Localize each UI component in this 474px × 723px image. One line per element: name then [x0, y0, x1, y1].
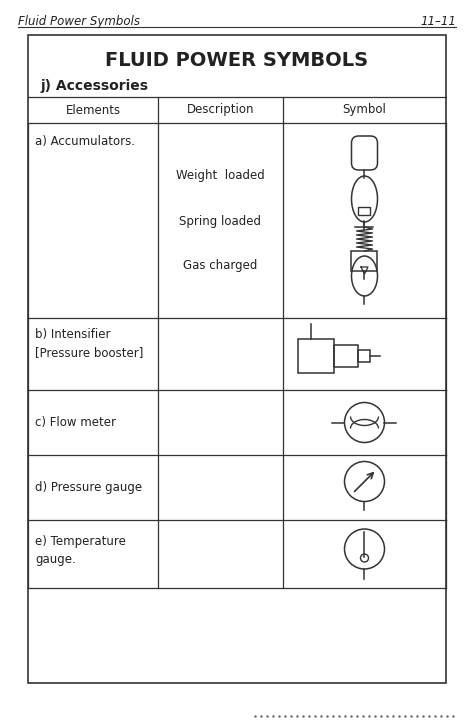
Text: Fluid Power Symbols: Fluid Power Symbols	[18, 15, 140, 28]
Text: Symbol: Symbol	[343, 103, 386, 116]
Text: a) Accumulators.: a) Accumulators.	[35, 135, 135, 148]
Bar	[28, 35, 446, 683]
Bar	[334, 345, 358, 367]
Text: Gas charged: Gas charged	[183, 260, 258, 273]
Text: d) Pressure gauge: d) Pressure gauge	[35, 481, 142, 494]
Bar	[358, 207, 371, 215]
Bar	[358, 350, 370, 362]
Text: Weight  loaded: Weight loaded	[176, 168, 265, 181]
Text: 11–11: 11–11	[420, 15, 456, 28]
Text: FLUID POWER SYMBOLS: FLUID POWER SYMBOLS	[105, 51, 369, 70]
Text: Elements: Elements	[65, 103, 120, 116]
Text: e) Temperature
gauge.: e) Temperature gauge.	[35, 534, 126, 565]
Bar	[298, 339, 334, 373]
Text: c) Flow meter: c) Flow meter	[35, 416, 116, 429]
Bar	[352, 251, 377, 271]
Text: b) Intensifier
[Pressure booster]: b) Intensifier [Pressure booster]	[35, 328, 143, 359]
Text: j) Accessories: j) Accessories	[40, 79, 148, 93]
Text: Description: Description	[187, 103, 254, 116]
Text: Spring loaded: Spring loaded	[180, 215, 262, 228]
